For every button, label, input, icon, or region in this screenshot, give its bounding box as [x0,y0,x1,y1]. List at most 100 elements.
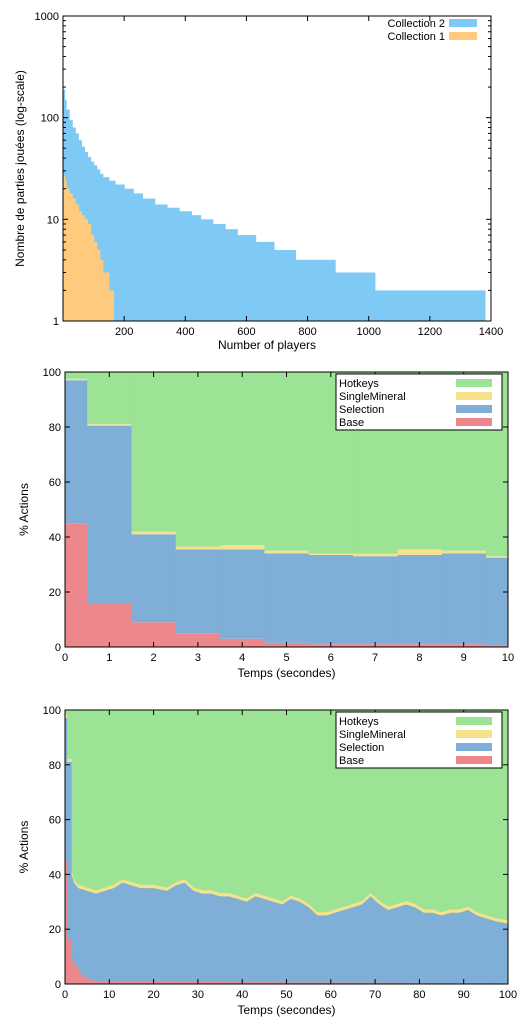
series2-bar [64,180,67,321]
y-tick-label: 60 [49,815,61,827]
x-tick-label: 80 [413,989,425,1001]
y-tick-label: 40 [49,532,61,544]
x-tick-label: 70 [369,989,381,1001]
x-tick-label: 9 [461,652,467,664]
series1-bar [374,290,486,321]
series2-bar [96,249,101,321]
series1-bar [191,215,202,321]
y-tick-label: 10 [47,214,59,226]
base-segment [87,603,132,647]
legend-swatch [456,418,492,426]
x-tick-label: 8 [416,652,422,664]
legend-label: Selection [339,742,384,754]
x-tick-label: 40 [236,989,248,1001]
series2-bar [63,175,66,321]
legend-swatch [456,743,492,751]
singlemineral-segment [220,545,265,550]
x-tick-label: 90 [458,989,470,1001]
x-tick-label: 1400 [479,326,503,338]
chart-actions-0-100s: 0 20 40 60 80 100 0 10 20 30 40 50 60 70 80 90 100 Temps … [17,705,517,1017]
x-tick-label: 4 [239,652,245,664]
hotkeys-segment [65,372,88,379]
series1-bar [255,241,275,321]
x-tick-label: 800 [298,326,316,338]
y-tick-label: 40 [49,869,61,881]
series1-bar [212,223,226,321]
legend-swatch [456,717,492,725]
singlemineral-segment [65,378,88,381]
series1-bar [237,235,257,321]
selection-segment [264,553,310,643]
series1-bar [99,173,104,321]
singlemineral-segment [441,550,487,554]
series2-bar [90,235,95,321]
x-tick-label: 5 [283,652,289,664]
series2-bar [72,198,76,321]
legend-label: Collection 2 [388,18,445,30]
series1-bar [108,180,116,321]
x-tick-label: 50 [280,989,292,1001]
x-axis-label: Number of players [218,338,316,352]
series1-bar [273,249,296,321]
series2-bar [87,223,92,321]
singlemineral-segment [352,553,398,557]
series1-bar [335,272,376,321]
legend-label: Base [339,755,364,767]
x-tick-label: 30 [192,989,204,1001]
y-tick-label: 80 [49,422,61,434]
legend-swatch [456,392,492,400]
y-tick-label: 100 [41,113,59,125]
x-tick-label: 20 [147,989,159,1001]
series1-bar [142,198,156,321]
y-axis-label: % Actions [17,483,31,536]
selection-segment [441,553,487,645]
x-tick-label: 6 [328,652,334,664]
singlemineral-segment [264,550,310,554]
x-axis-label: Temps (secondes) [237,1003,335,1017]
selection-segment [87,425,132,603]
x-tick-label: 0 [62,989,68,1001]
y-tick-label: 0 [55,642,61,654]
x-tick-label: 1200 [418,326,442,338]
y-tick-label: 0 [55,979,61,991]
singlemineral-segment [175,546,221,550]
y-tick-label: 100 [43,367,61,379]
legend-label: SingleMineral [339,391,406,403]
y-tick-label: 100 [43,705,61,717]
x-axis-label: Temps (secondes) [237,666,335,680]
series2-bar [84,219,89,321]
singlemineral-segment [87,424,132,426]
legend-label: Hotkeys [339,378,379,390]
y-axis-label: Nombre de parties jouées (log-scale) [13,70,27,267]
series1-bar [154,204,168,321]
x-tick-label: 600 [237,326,255,338]
x-tick-label: 7 [372,652,378,664]
y-tick-label: 20 [49,587,61,599]
series2-bar [81,215,85,321]
series1-bar [200,219,214,321]
legend-swatch [456,730,492,738]
series2-bar [105,272,110,321]
series1-bar [179,211,192,321]
legend-label: Hotkeys [339,716,379,728]
series1-bar [295,259,336,321]
series1-bar [225,229,238,321]
base-segment [175,633,221,647]
hotkeys-segment [220,372,265,546]
base-segment [65,523,88,647]
x-tick-label: 2 [151,652,157,664]
series2-bar [69,193,73,321]
singlemineral-segment [131,531,177,535]
series1-bar [96,169,101,321]
y-tick-label: 20 [49,924,61,936]
series1-bar [133,193,144,321]
hotkeys-segment [87,372,132,425]
y-tick-label: 1 [53,316,59,328]
selection-segment [308,554,354,645]
legend-swatch [449,19,477,27]
series2-bar [75,204,79,321]
legend-swatch [456,405,492,413]
selection-segment [65,380,88,524]
base-segment [485,645,509,647]
